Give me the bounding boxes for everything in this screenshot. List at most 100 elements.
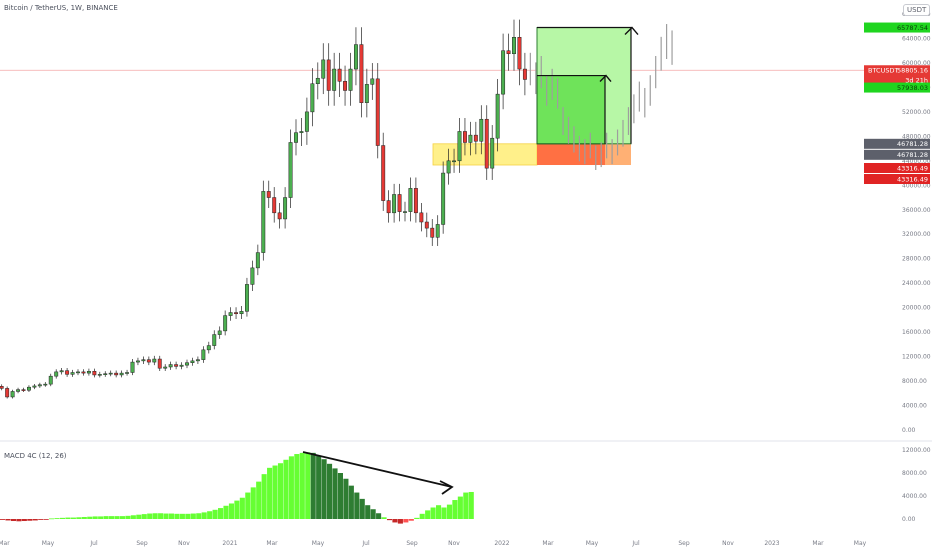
candle-body (245, 284, 249, 312)
candle-body (0, 386, 4, 389)
macd-bar (310, 452, 316, 519)
macd-bar (381, 517, 387, 519)
macd-bar (376, 513, 382, 519)
candle-body (386, 200, 391, 214)
candle-body (490, 137, 495, 169)
candle-body (261, 191, 266, 253)
time-axis-tick: May (586, 540, 599, 547)
macd-bar (321, 459, 327, 519)
entry-label-1-bg (864, 138, 930, 149)
macd-bar (196, 513, 202, 519)
time-axis-tick: 2021 (222, 540, 237, 547)
macd-bar (305, 452, 311, 519)
candle-body (484, 118, 489, 169)
macd-bar (441, 507, 447, 519)
candle-body (130, 361, 135, 373)
target-low-path (537, 74, 606, 144)
macd-bar (256, 481, 262, 519)
candle-body (48, 375, 53, 385)
candle-body (76, 371, 80, 374)
macd-bar (468, 491, 474, 519)
macd-axis-tick: 4000.00 (902, 493, 927, 500)
candle-body (141, 359, 146, 362)
macd-bar (343, 478, 349, 519)
macd-bar (38, 519, 44, 520)
candle-body (332, 68, 337, 91)
macd-bar (109, 516, 115, 519)
candle-body (86, 371, 91, 374)
macd-bar (27, 519, 33, 521)
candle-body (337, 68, 342, 82)
entry-label-2-bg (864, 149, 930, 160)
time-axis-tick: Mar (812, 540, 824, 547)
candle-body (21, 389, 26, 391)
stop-label-1: 43316.49 (864, 163, 930, 174)
price-axis-tick: 20000.00 (902, 305, 931, 312)
macd-bar (10, 519, 16, 522)
candle-body (223, 315, 228, 332)
candle-body (304, 111, 309, 132)
macd-bar (457, 496, 463, 519)
macd-bar (250, 487, 256, 519)
stop-label-2-text: 43316.49 (897, 175, 928, 183)
stop-label-1-text: 43316.49 (897, 164, 928, 172)
candle-body (179, 364, 184, 367)
time-axis-tick: May (854, 540, 867, 547)
candle-body (446, 160, 451, 174)
stop-zone-inner (537, 143, 605, 166)
candle-body (424, 221, 429, 229)
macd-bar (272, 465, 278, 519)
target-high-arrowhead (624, 26, 639, 36)
macd-bar (130, 515, 136, 519)
candle-body (463, 131, 467, 143)
currency-badge[interactable]: USDT (903, 4, 931, 16)
price-axis-tick: 60000.00 (902, 60, 931, 67)
candle-body (136, 360, 140, 363)
candle-body (81, 371, 86, 374)
target-high-label-bg (864, 22, 930, 33)
macd-bar (201, 512, 207, 519)
macd-histogram (0, 452, 474, 524)
candle-body (348, 68, 353, 91)
projection-bars (529, 24, 673, 171)
candle-body (65, 370, 70, 375)
time-axis-tick: Mar (542, 540, 554, 547)
macd-bar (92, 516, 98, 519)
candle-body (522, 68, 527, 80)
macd-bar (403, 519, 409, 523)
target-low-label-text: 57938.03 (897, 84, 928, 92)
time-axis-tick: Jul (631, 540, 640, 547)
macd-bar (70, 517, 76, 519)
candle-body (174, 364, 179, 367)
candle-body (370, 78, 375, 85)
macd-bar (430, 507, 436, 519)
time-axis-tick: Jul (89, 540, 98, 547)
macd-bar (21, 519, 27, 522)
candle-body (452, 160, 457, 163)
macd-bar (267, 467, 273, 519)
candle-body (266, 191, 271, 198)
target-low-arrowhead (599, 74, 612, 83)
annotation-arrows (302, 26, 639, 495)
macd-bar (299, 452, 305, 519)
candle-body (381, 145, 386, 201)
macd-bar (414, 517, 420, 519)
target-low-label-bg (864, 82, 930, 93)
time-axis-tick: May (312, 540, 325, 547)
macd-bar (277, 463, 284, 519)
target-high-path (537, 26, 632, 144)
candle-body (408, 188, 413, 212)
macd-indicator-label[interactable]: MACD 4C (12, 26) (4, 452, 67, 460)
macd-bar (16, 519, 22, 522)
macd-bar (119, 516, 125, 519)
macd-bar (98, 516, 104, 519)
macd-bar (234, 500, 240, 519)
price-axis-tick: 16000.00 (902, 329, 931, 336)
macd-bar (65, 517, 71, 519)
current-price-text: 58805.16 (897, 67, 928, 75)
macd-bar (419, 513, 425, 519)
stop-label-2: 43316.49 (864, 174, 930, 185)
